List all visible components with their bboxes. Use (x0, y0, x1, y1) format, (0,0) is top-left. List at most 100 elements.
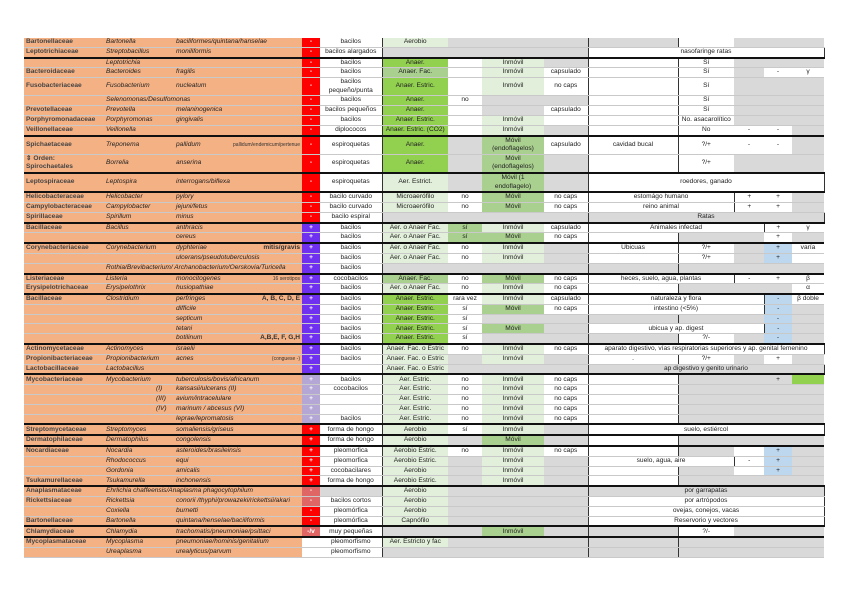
cell-gram[interactable]: + (302, 333, 320, 345)
cell-morphology[interactable]: bacilos (320, 115, 383, 126)
cell-habitat[interactable] (587, 95, 679, 107)
cell-col-12[interactable] (734, 314, 764, 325)
cell-genus[interactable]: Gordonia (104, 466, 174, 477)
cell-family[interactable] (24, 56, 104, 69)
cell-spores[interactable]: sí (448, 323, 482, 335)
cell-col-11[interactable] (678, 536, 734, 549)
cell-capsule[interactable] (544, 253, 588, 264)
cell-oxygen[interactable]: Anaer. Estric. (382, 115, 448, 126)
cell-oxygen[interactable]: Anaer. Fac. (382, 67, 448, 79)
cell-col-12[interactable] (734, 547, 764, 558)
cell-morphology[interactable]: bacilos (320, 221, 383, 234)
cell-habitat[interactable]: ovejas, conejos, vacas (587, 506, 825, 517)
cell-col-13[interactable] (764, 263, 792, 275)
cell-habitat[interactable] (587, 333, 679, 345)
cell-family[interactable]: Prevotellaceae (24, 105, 104, 116)
cell-oxygen[interactable] (382, 263, 448, 275)
cell-oxygen[interactable]: Aer. o Anaer Fac. (382, 283, 448, 295)
cell-col-11[interactable]: ?/+ (678, 242, 734, 254)
cell-oxygen[interactable]: Anaer. (382, 56, 448, 69)
cell-genus[interactable] (104, 404, 174, 415)
cell-habitat[interactable]: roedores, ganado (587, 171, 825, 193)
cell-capsule[interactable] (544, 434, 588, 447)
cell-morphology[interactable]: bacilo espiral (320, 212, 383, 224)
cell-spores[interactable] (448, 171, 482, 193)
cell-family[interactable]: Campylobacteraceae (24, 202, 104, 213)
cell-motility[interactable]: Inmóvil (482, 67, 544, 79)
cell-col-13[interactable] (764, 384, 792, 396)
cell-capsule[interactable] (544, 423, 588, 436)
cell-species[interactable]: leprae/lepromatosis (174, 414, 302, 425)
cell-family[interactable] (24, 384, 104, 396)
cell-habitat[interactable]: Animales infectad (587, 221, 765, 234)
cell-species[interactable]: asteroides/brasileinsis (174, 445, 302, 457)
cell-oxygen[interactable]: Capnófilo (382, 516, 448, 527)
cell-gram[interactable]: + (302, 323, 320, 335)
cell-motility[interactable]: Inmóvil (482, 404, 544, 415)
cell-capsule[interactable] (544, 263, 588, 275)
cell-spores[interactable] (448, 516, 482, 527)
cell-species[interactable]: inchonensis (174, 475, 302, 487)
cell-oxygen[interactable]: Anaer. (382, 154, 448, 174)
cell-motility[interactable]: Inmóvil (482, 253, 544, 264)
cell-family[interactable]: Fusobacteriaceae (24, 77, 104, 97)
cell-family[interactable]: Chlamydiaceae (24, 525, 104, 538)
cell-col-13[interactable]: - (764, 304, 792, 315)
cell-gram[interactable]: + (302, 242, 320, 254)
cell-capsule[interactable]: no caps (544, 394, 588, 405)
cell-capsule[interactable]: no caps (544, 445, 588, 457)
cell-capsule[interactable]: no caps (544, 202, 588, 213)
cell-habitat[interactable]: nasofaringe ratas (587, 47, 825, 59)
cell-species[interactable]: difficile (174, 304, 302, 315)
cell-oxygen[interactable] (382, 212, 448, 224)
cell-habitat[interactable]: Ubicuas (587, 242, 679, 254)
cell-motility[interactable]: Inmóvil (482, 283, 544, 295)
cell-gram[interactable]: + (302, 423, 320, 436)
cell-col-12[interactable] (734, 394, 764, 405)
cell-col-14[interactable] (792, 115, 824, 126)
cell-spores[interactable] (448, 263, 482, 275)
cell-family[interactable]: Porphyromonadaceae (24, 115, 104, 126)
cell-capsule[interactable] (544, 506, 588, 517)
cell-oxygen[interactable]: Aer. Estric. (382, 373, 448, 386)
cell-motility[interactable]: Inmóvil (482, 125, 544, 137)
cell-spores[interactable] (448, 47, 482, 59)
cell-morphology[interactable]: bacilo curvado (320, 191, 383, 203)
cell-col-13[interactable] (764, 414, 792, 425)
cell-habitat[interactable]: por artrópodos (587, 496, 825, 507)
cell-habitat[interactable]: ubicua y ap. digest (587, 323, 765, 335)
cell-genus[interactable]: Corynebacterium (104, 242, 174, 254)
cell-col-13[interactable]: - (764, 125, 792, 137)
cell-species[interactable]: moniliformis (174, 47, 302, 59)
cell-col-14[interactable] (792, 475, 824, 487)
cell-habitat[interactable] (587, 253, 679, 264)
cell-habitat[interactable]: estomágo humano (587, 191, 735, 203)
cell-spores[interactable]: sí (448, 333, 482, 345)
cell-col-13[interactable]: - (764, 134, 792, 155)
cell-species[interactable]: husiopathiae (174, 283, 302, 295)
cell-family[interactable]: Dermatophilaceae (24, 434, 104, 447)
cell-gram[interactable]: - (302, 125, 320, 137)
cell-col-12[interactable] (734, 67, 764, 79)
cell-col-12[interactable] (734, 56, 764, 69)
cell-family[interactable]: Leptospiraceae (24, 171, 104, 193)
cell-col-14[interactable] (792, 105, 824, 116)
cell-morphology[interactable] (320, 364, 383, 375)
cell-morphology[interactable]: bacilos pequeños (320, 105, 383, 116)
cell-capsule[interactable]: capsulado (544, 67, 588, 79)
cell-motility[interactable]: Inmóvil (482, 475, 544, 487)
cell-motility[interactable]: Inmóvil (482, 384, 544, 396)
cell-gram[interactable]: + (302, 475, 320, 487)
cell-gram[interactable]: - (302, 191, 320, 203)
cell-motility[interactable]: Inmóvil (482, 414, 544, 425)
cell-col-14[interactable] (792, 253, 824, 264)
cell-habitat[interactable]: reino animal (587, 202, 735, 213)
cell-col-12[interactable] (734, 253, 764, 264)
cell-habitat[interactable] (587, 445, 679, 457)
cell-family[interactable] (24, 95, 104, 107)
cell-gram[interactable]: no (302, 547, 320, 558)
cell-gram[interactable]: - (302, 134, 320, 155)
cell-genus[interactable]: Fusobacterium (104, 77, 174, 97)
cell-col-14[interactable] (792, 434, 824, 447)
cell-motility[interactable]: Inmóvil (482, 466, 544, 477)
